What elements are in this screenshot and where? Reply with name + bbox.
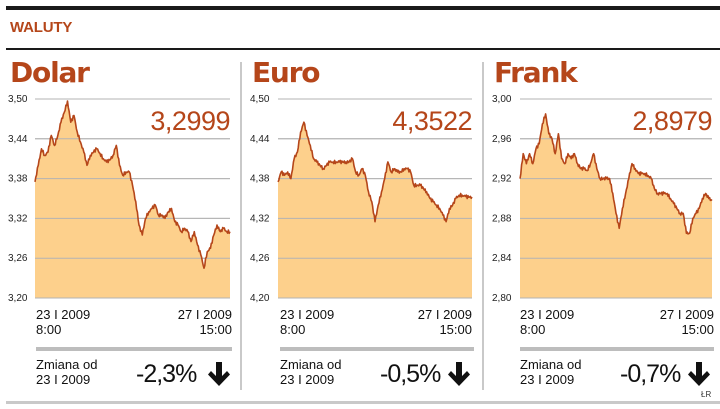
y-tick-label: 4,44 [250,134,270,145]
bottom-rule [6,401,720,404]
change-label: Zmiana od 23 I 2009 [280,357,341,387]
change-value: -2,3% [136,360,197,388]
header-rule [6,48,720,50]
change-label-line1: Zmiana od [36,357,98,372]
end-date: 27 I 2009 15:00 [418,307,472,337]
arrow-down-icon [688,362,710,386]
change-label: Zmiana od 23 I 2009 [36,357,97,387]
start-time-text: 8:00 [520,322,546,337]
price-line [277,121,473,223]
arrow-down-icon [208,362,230,386]
area-fill [35,101,230,298]
y-tick-label: 2,80 [492,293,512,304]
y-tick-label: 3,00 [492,94,512,105]
start-date-text: 23 I 2009 [520,307,575,322]
separator [280,347,474,351]
y-tick-label: 3,20 [8,293,28,304]
price-chart: 3,00 2,96 2,92 2,88 2,84 2,80 2,8979 [492,94,713,304]
end-date-text: 27 I 2009 [417,307,472,322]
y-tick-label: 4,38 [250,174,270,185]
change-label-line2: 23 I 2009 [520,372,575,387]
end-time-text: 15:00 [681,322,714,337]
column-divider [240,62,242,390]
y-tick-label: 3,26 [8,253,28,264]
change-value: -0,5% [380,360,441,388]
y-tick-label: 3,32 [8,213,28,224]
area-fill [520,113,712,299]
separator [36,347,232,351]
y-tick-label: 4,50 [250,94,270,105]
panel-title: Dolar [10,56,90,89]
panel-title: Euro [252,56,321,89]
start-date: 23 I 2009 8:00 [36,307,90,337]
change-label-line2: 23 I 2009 [36,372,91,387]
chart-panel-dolar: Dolar 3,50 3,44 3,38 3,32 3,26 3,20 3,2999 23 … [6,50,240,400]
column-divider [482,62,484,390]
price-chart: 3,50 3,44 3,38 3,32 3,26 3,20 3,2999 [8,94,231,304]
change-label-line1: Zmiana od [520,357,582,372]
chart-panel-frank: Frank 3,00 2,96 2,92 2,88 2,84 2,80 2,8979 23 … [490,50,720,400]
end-time-text: 15:00 [199,322,232,337]
start-date-text: 23 I 2009 [36,307,91,322]
arrow-down-icon [448,362,470,386]
last-value: 4,3522 [392,106,472,136]
end-date-text: 27 I 2009 [177,307,232,322]
y-tick-label: 2,92 [492,174,512,185]
end-date: 27 I 2009 15:00 [178,307,232,337]
area-fill [278,122,472,298]
separator [520,347,714,351]
section-title: WALUTY [10,19,73,36]
start-time-text: 8:00 [280,322,306,337]
y-tick-label: 2,84 [492,253,512,264]
change-label-line2: 23 I 2009 [280,372,335,387]
y-tick-label: 2,88 [492,213,512,224]
change-label: Zmiana od 23 I 2009 [520,357,581,387]
change-value: -0,7% [620,360,681,388]
price-line [519,113,713,235]
start-date: 23 I 2009 8:00 [280,307,334,337]
start-time-text: 8:00 [36,322,62,337]
chart-panel-euro: Euro 4,50 4,44 4,38 4,32 4,26 4,20 4,3522 23 I… [248,50,480,400]
end-date: 27 I 2009 15:00 [660,307,714,337]
start-date-text: 23 I 2009 [280,307,335,322]
y-tick-label: 4,26 [250,253,270,264]
price-line [34,100,231,269]
credit: ŁR [701,390,712,399]
y-tick-label: 4,20 [250,293,270,304]
last-value: 2,8979 [632,106,712,136]
panel-title: Frank [494,56,578,89]
end-time-text: 15:00 [439,322,472,337]
start-date: 23 I 2009 8:00 [520,307,574,337]
top-rule [6,6,720,10]
last-value: 3,2999 [150,106,230,136]
y-tick-label: 4,32 [250,213,270,224]
y-tick-label: 2,96 [492,134,512,145]
y-tick-label: 3,44 [8,134,28,145]
end-date-text: 27 I 2009 [659,307,714,322]
y-tick-label: 3,50 [8,94,28,105]
price-chart: 4,50 4,44 4,38 4,32 4,26 4,20 4,3522 [250,94,473,304]
change-label-line1: Zmiana od [280,357,342,372]
y-tick-label: 3,38 [8,174,28,185]
